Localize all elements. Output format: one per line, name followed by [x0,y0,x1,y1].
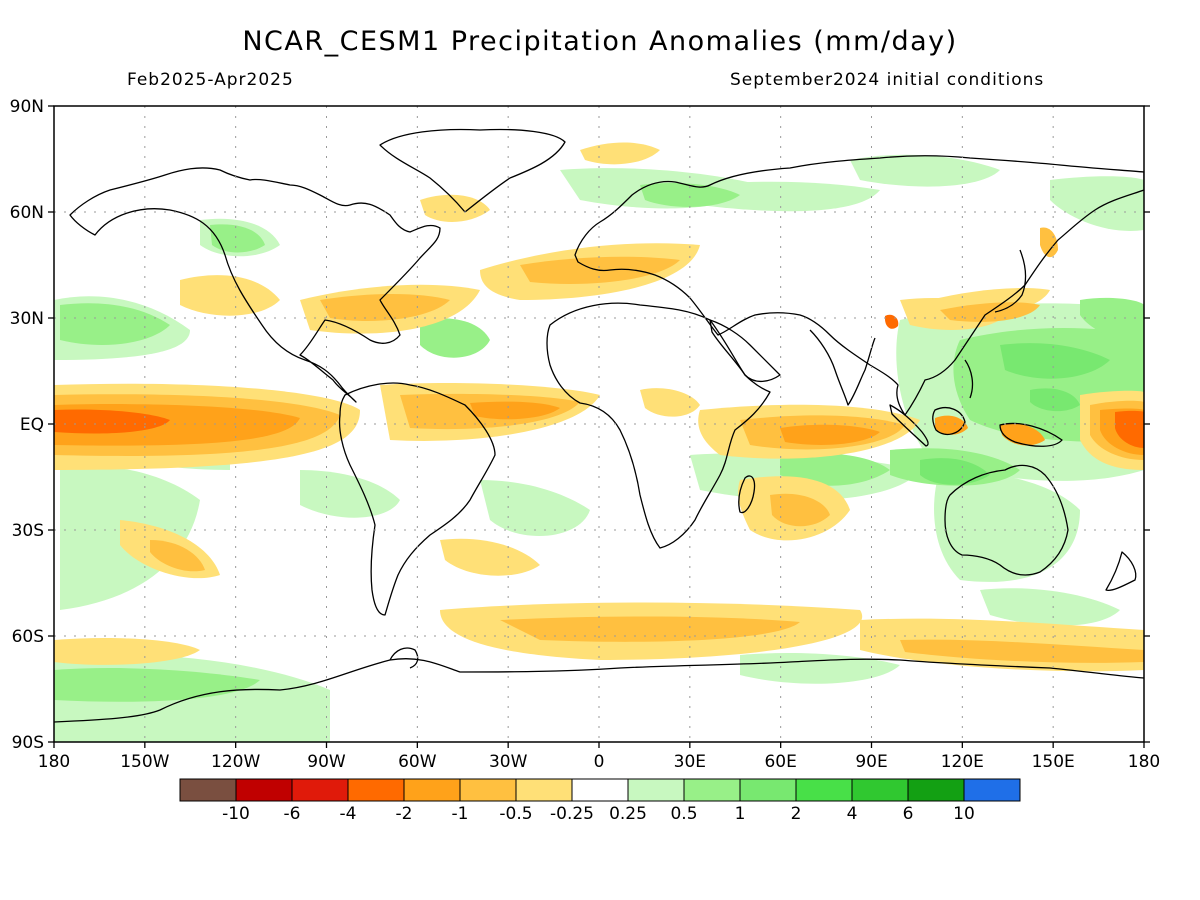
colorbar-label: 6 [903,804,914,824]
lon-label: 180 [38,752,70,772]
coastline-madagascar [738,475,756,514]
colorbar-swatch [795,778,853,802]
coastline-antarctic-peninsula [389,647,419,669]
colorbar-swatch [571,778,629,802]
lon-label: 180 [1128,752,1160,772]
coastline-sumatra [889,404,929,447]
lon-label: 60W [398,752,437,772]
wet-strong-regions [920,343,1110,485]
coastline-new-zealand [1105,551,1137,591]
coastline-borneo [932,407,966,436]
graticule [54,106,1144,742]
lat-label: 30S [12,521,44,541]
lat-label: 60S [12,627,44,647]
coastline-arabia [709,319,781,383]
lon-label: 120W [211,752,260,772]
dry-very-strong-regions [54,314,1144,448]
colorbar-label: 1 [735,804,746,824]
forecast-period: Feb2025-Apr2025 [127,70,294,90]
coastline-south-america [338,382,496,616]
coastline-australia [944,464,1069,576]
colorbar-swatch [627,778,685,802]
lon-label: 120E [941,752,984,772]
coastline-greenland [379,128,566,213]
colorbar-label: -0.25 [550,804,594,824]
colorbar-label: -10 [222,804,250,824]
lon-label: 150E [1032,752,1075,772]
map-title: NCAR_CESM1 Precipitation Anomalies (mm/d… [242,26,958,57]
colorbar-label: 4 [847,804,858,824]
lon-label: 30W [489,752,528,772]
lat-label: 90S [12,733,44,753]
lon-label: 60E [764,752,796,772]
colorbar-label: 0.25 [609,804,647,824]
coastlines [54,128,1144,723]
coastline-philippines [964,359,974,399]
colorbar-label: -1 [452,804,469,824]
lat-label: 90N [10,97,44,117]
colorbar-label: 2 [791,804,802,824]
colorbar-swatch [179,778,237,802]
coastline-north-america [69,167,441,403]
initial-conditions: September2024 initial conditions [730,70,1045,90]
lat-label: 30N [10,309,44,329]
colorbar-swatch [235,778,293,802]
colorbar-swatch [683,778,741,802]
map-area [54,106,1144,742]
lat-label: EQ [20,415,44,435]
colorbar-swatch [739,778,797,802]
coastline-india [809,329,876,406]
coastline-antarctica [54,658,1144,723]
colorbar-label: 0.5 [670,804,697,824]
colorbar-swatch [907,778,965,802]
lat-label: 60N [10,203,44,223]
colorbar: -10 -6 -4 -2 -1 -0.5 -0.25 0.25 0.5 1 2 4 6 10 [179,778,1021,824]
lon-label: 150W [120,752,169,772]
lon-label: 90E [855,752,887,772]
colorbar-swatch [459,778,517,802]
latitude-axis: 90N 60N 30N EQ 30S 60S 90S [10,97,1150,753]
lon-label: 30E [674,752,706,772]
colorbar-label: -0.5 [499,804,532,824]
colorbar-swatch [347,778,405,802]
colorbar-label: 10 [953,804,975,824]
colorbar-label: -6 [284,804,301,824]
colorbar-label: -4 [340,804,357,824]
lon-label: 0 [594,752,605,772]
colorbar-swatch [963,778,1021,802]
coastline-eurasia [574,155,1144,416]
lon-label: 90W [307,752,346,772]
coastline-new-guinea [999,422,1063,447]
colorbar-swatch [403,778,461,802]
colorbar-swatch [291,778,349,802]
colorbar-label: -2 [396,804,413,824]
coastline-japan [994,249,1027,313]
longitude-axis: 180 150W 120W 90W 60W 30W 0 30E 60E 90E 120E 150E 18… [38,742,1160,772]
colorbar-swatch [851,778,909,802]
colorbar-swatch [515,778,573,802]
